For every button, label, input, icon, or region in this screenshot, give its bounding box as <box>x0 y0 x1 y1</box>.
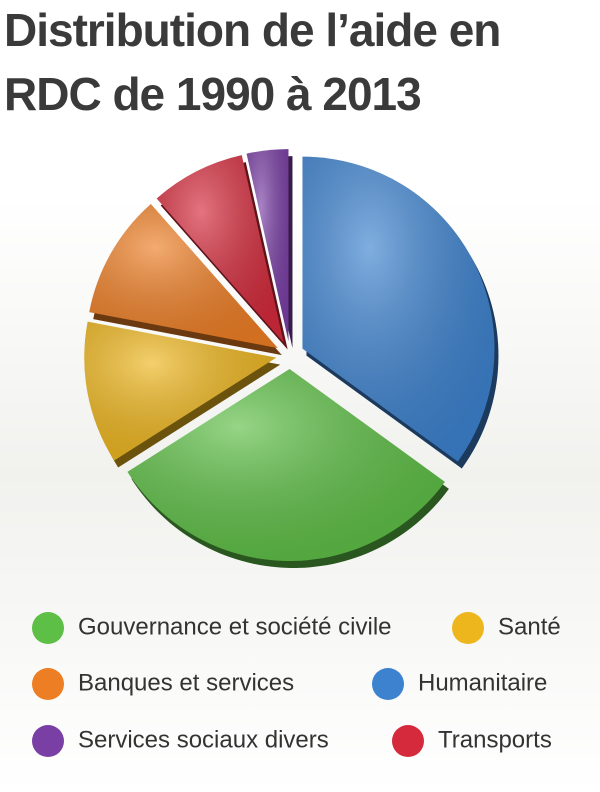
chart-title: RDC de 1990 à 2013 <box>4 68 421 120</box>
chart-title: Distribution de l’aide en <box>4 4 500 56</box>
legend-swatch <box>32 668 64 700</box>
legend-label: Gouvernance et société civile <box>78 613 392 640</box>
legend-swatch <box>372 668 404 700</box>
slice-shine <box>156 155 284 343</box>
legend-swatch <box>452 612 484 644</box>
slice-shine <box>127 368 445 561</box>
legend-label: Services sociaux divers <box>78 726 329 753</box>
legend-label: Banques et services <box>78 669 294 696</box>
legend-label: Humanitaire <box>418 669 547 696</box>
legend-swatch <box>392 725 424 757</box>
slice-shine <box>84 321 277 461</box>
legend-label: Transports <box>438 726 552 753</box>
slice-shine <box>246 149 289 342</box>
legend-label: Santé <box>498 613 561 640</box>
slice-shine <box>89 204 278 349</box>
legend-swatch <box>32 725 64 757</box>
legend-swatch <box>32 612 64 644</box>
slice-shine <box>302 156 495 462</box>
